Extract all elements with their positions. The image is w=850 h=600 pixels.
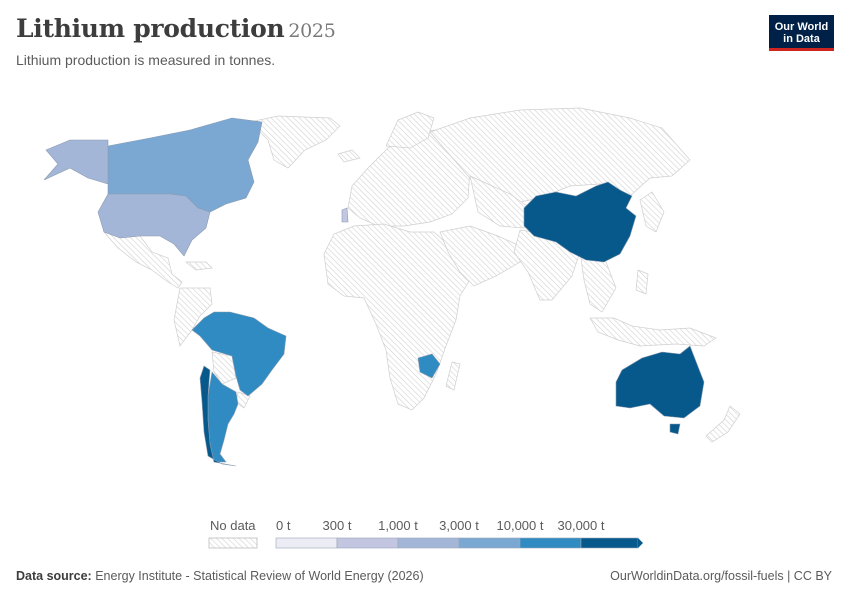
title-year: 2025 [288,20,336,42]
footer-source: Data source: Energy Institute - Statisti… [16,569,424,583]
legend-bin-label: 300 t [323,518,352,533]
world-map: No data 0 t 300 t 1,000 t 3,000 t 10,000 t 30… [43,107,741,549]
legend-bin-label: 0 t [276,518,291,533]
country-tasmania[interactable] [669,423,681,435]
country-brazil[interactable] [191,311,287,397]
legend-bin-swatch[interactable] [275,537,338,549]
country-zimbabwe[interactable] [417,353,441,379]
madagascar[interactable] [445,361,461,391]
country-usa[interactable] [97,193,211,257]
logo-line-2: in Data [783,33,820,45]
legend-bin-label: 10,000 t [497,518,544,533]
legend-bin-swatch[interactable] [336,537,399,549]
central-asia[interactable] [469,175,531,229]
northern-south-america[interactable] [173,287,213,347]
legend-bin-label: 3,000 t [439,518,479,533]
legend-no-data-label: No data [210,518,256,533]
map-legend: No data 0 t 300 t 1,000 t 3,000 t 10,000 t 30… [208,518,643,549]
title-text: Lithium production [16,14,285,43]
country-alaska[interactable] [43,139,109,185]
country-chile[interactable] [199,365,237,467]
legend-bin-label: 30,000 t [558,518,605,533]
middle-east[interactable] [439,225,521,287]
legend-arrow-tip [638,538,643,548]
japan-korea[interactable] [639,191,665,233]
indonesia-png[interactable] [589,317,717,347]
owid-logo[interactable]: Our World in Data [769,15,834,51]
philippines[interactable] [635,269,649,295]
logo-line-1: Our World [774,21,829,33]
chart-subtitle: Lithium production is measured in tonnes… [16,52,276,68]
southeast-asia[interactable] [579,251,617,313]
legend-bins: 0 t 300 t 1,000 t 3,000 t 10,000 t 30,000 t [275,518,643,549]
legend-bin-swatch[interactable] [580,537,639,549]
country-australia[interactable] [615,345,705,419]
south-america-bolivia-paraguay[interactable] [211,351,237,385]
country-argentina[interactable] [207,371,239,463]
data-countries [43,117,705,467]
source-text[interactable]: Energy Institute - Statistical Review of… [95,569,424,583]
legend-bin-label: 1,000 t [378,518,418,533]
iceland[interactable] [337,149,361,163]
chart-title: Lithium production 2025 [16,14,336,43]
legend-bin-swatch[interactable] [458,537,521,549]
legend-no-data-swatch[interactable] [208,537,258,549]
legend-bin-swatch[interactable] [519,537,582,549]
country-china[interactable] [523,181,637,263]
russia[interactable] [429,107,691,205]
source-label: Data source: [16,569,92,583]
scandinavia[interactable] [385,111,435,149]
mexico-central-america[interactable] [103,231,183,289]
legend-bin-swatch[interactable] [397,537,460,549]
no-data-countries [103,107,741,443]
footer-url[interactable]: OurWorldinData.org/fossil-fuels | CC BY [610,569,832,583]
greenland[interactable] [249,115,341,169]
new-zealand[interactable] [705,405,741,443]
country-portugal[interactable] [341,207,349,223]
caribbean[interactable] [185,261,213,271]
